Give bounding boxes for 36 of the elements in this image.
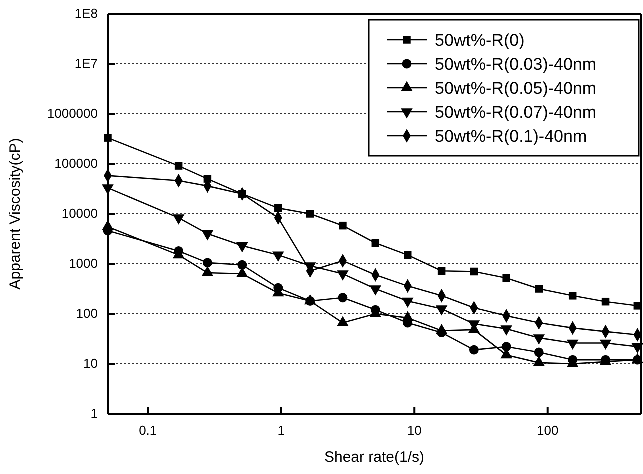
y-tick-label: 10000 <box>62 206 98 222</box>
legend-label: 50wt%-R(0.03)-40nm <box>435 54 597 74</box>
legend-label: 50wt%-R(0.07)-40nm <box>435 102 597 122</box>
point <box>502 274 510 282</box>
x-tick-label: 10 <box>407 423 422 438</box>
x-tick-label: 0.1 <box>139 423 158 438</box>
legend-label: 50wt%-R(0.05)-40nm <box>435 78 597 98</box>
point <box>568 292 577 300</box>
x-axis-title: Shear rate(1/s) <box>324 449 425 466</box>
x-tick-label: 1 <box>278 423 285 438</box>
point <box>602 298 610 306</box>
point <box>438 267 446 276</box>
point <box>535 285 544 293</box>
x-tick-label: 100 <box>537 423 559 438</box>
point <box>534 348 544 358</box>
point <box>372 239 380 248</box>
y-tick-label: 1000000 <box>47 106 98 122</box>
y-axis-title: Apparent Viscosity(cP) <box>7 138 24 290</box>
y-tick-label: 1E7 <box>74 56 98 72</box>
point <box>306 210 314 218</box>
point <box>404 251 412 260</box>
y-tick-label: 1 <box>90 406 98 422</box>
legend-label: 50wt%-R(0) <box>435 30 525 50</box>
y-tick-label: 100 <box>76 306 98 322</box>
legend-label: 50wt%-R(0.1)-40nm <box>435 126 588 146</box>
point <box>339 222 347 230</box>
point <box>470 268 478 276</box>
point <box>502 342 512 352</box>
y-tick-label: 1E8 <box>74 6 98 22</box>
y-tick-label: 1000 <box>69 256 98 272</box>
point <box>338 293 348 303</box>
y-tick-label: 100000 <box>54 156 98 172</box>
point <box>274 204 282 212</box>
point <box>174 162 183 170</box>
point <box>469 345 479 355</box>
y-tick-label: 10 <box>84 356 98 372</box>
